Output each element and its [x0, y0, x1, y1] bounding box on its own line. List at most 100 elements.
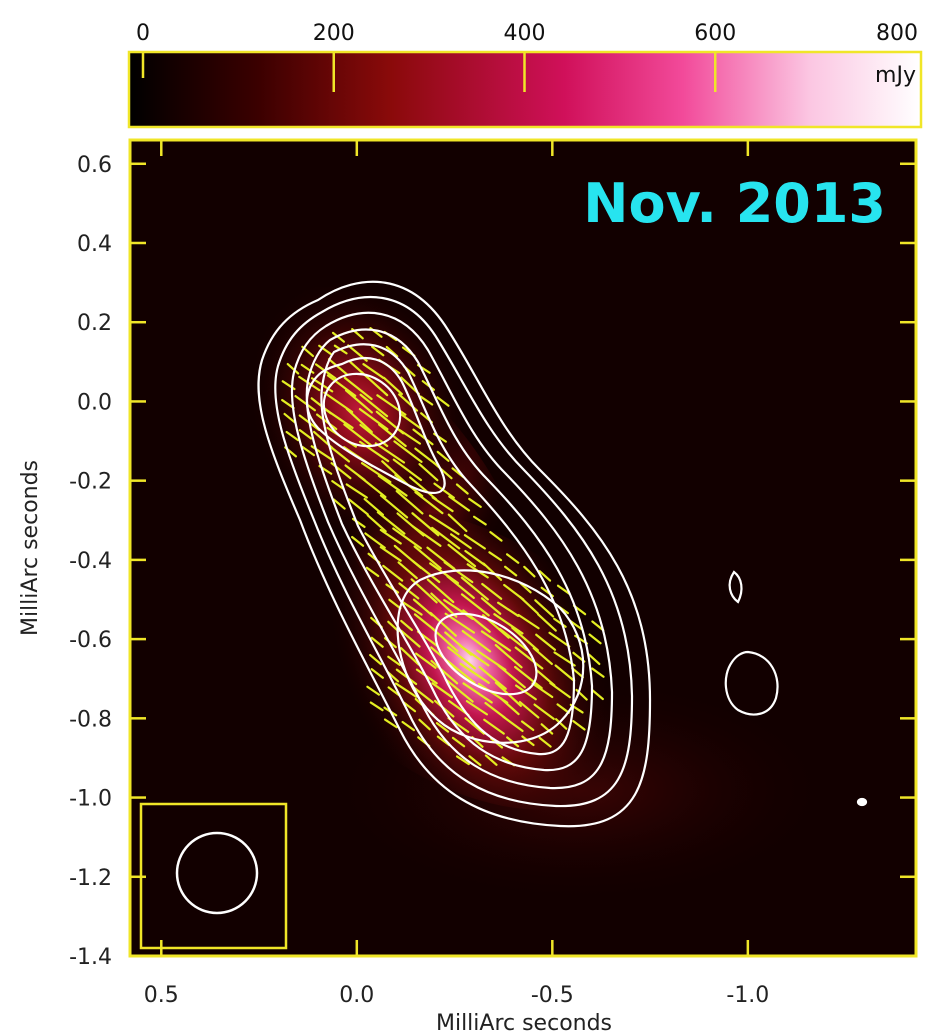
evpa-vector [363, 497, 384, 516]
evpa-vector [484, 701, 506, 719]
evpa-vector [431, 496, 454, 513]
evpa-vector [534, 599, 555, 618]
y-tick-label: 0.4 [77, 232, 112, 257]
evpa-vector [514, 646, 544, 670]
evpa-vector [431, 682, 454, 699]
evpa-vector [392, 527, 422, 550]
x-tick-label: -0.5 [531, 983, 574, 1008]
evpa-vector [397, 561, 418, 580]
contour-island-dot [856, 797, 868, 807]
evpa-vector [587, 653, 601, 666]
evpa-vector [399, 413, 422, 430]
evpa-vector [351, 535, 365, 547]
y-tick-label: -0.6 [69, 628, 112, 653]
evpa-vector [379, 528, 402, 545]
evpa-vector [464, 717, 486, 735]
evpa-vector [459, 644, 490, 667]
evpa-vector [426, 578, 455, 604]
evpa-vector [554, 718, 568, 730]
plot-frame [128, 138, 918, 958]
evpa-vector [394, 682, 418, 698]
evpa-vector [323, 407, 354, 429]
evpa-vector [411, 525, 442, 547]
contour-1 [257, 280, 652, 828]
colorbar-unit: mJy [875, 63, 916, 88]
evpa-vector [419, 395, 434, 406]
evpa-vector [481, 582, 503, 600]
colorbar-tick-label: 600 [694, 21, 736, 46]
evpa-vector [523, 565, 536, 578]
evpa-vector [385, 345, 399, 358]
evpa-vector [450, 533, 472, 550]
y-tick-label: -1.2 [69, 866, 112, 891]
evpa-vector [468, 755, 482, 767]
x-tick-label: -1.0 [726, 983, 769, 1008]
evpa-vector [347, 498, 369, 516]
contours [257, 280, 868, 828]
evpa-vector [554, 664, 576, 682]
evpa-vector [493, 613, 524, 635]
evpa-vector [444, 612, 476, 634]
evpa-vector [413, 545, 442, 570]
evpa-vector [445, 678, 474, 703]
evpa-vector [395, 490, 424, 515]
evpa-vector [432, 461, 453, 480]
evpa-vector [498, 627, 528, 651]
evpa-vector [429, 562, 460, 585]
evpa-vector [572, 720, 586, 731]
evpa-vector [415, 652, 437, 669]
evpa-vector [360, 462, 392, 484]
evpa-vector [468, 497, 482, 508]
evpa-vector [489, 531, 503, 542]
evpa-vector [343, 423, 373, 447]
evpa-vector [556, 584, 571, 595]
evpa-vector [286, 362, 300, 375]
y-tick-label: 0.0 [77, 390, 112, 415]
evpa-vector [413, 613, 435, 631]
evpa-vector [329, 445, 351, 463]
evpa-vector [484, 754, 498, 766]
y-tick-label: -0.2 [69, 470, 112, 495]
evpa-vector [331, 480, 345, 491]
evpa-vector [374, 442, 406, 464]
evpa-vector [497, 664, 526, 689]
evpa-vector [465, 700, 489, 716]
evpa-vector [362, 363, 385, 379]
y-tick-label: -0.4 [69, 549, 112, 574]
knot-component [287, 510, 653, 810]
evpa-vector [591, 620, 605, 632]
evpa-vector [430, 659, 459, 685]
evpa-vector [463, 534, 486, 550]
evpa-vector [533, 703, 555, 721]
evpa-vector [418, 463, 439, 482]
evpa-vector [478, 665, 507, 690]
evpa-vector [370, 668, 384, 679]
contour-6 [305, 356, 446, 494]
contour-2 [274, 295, 634, 808]
evpa-vector [409, 476, 438, 501]
evpa-vector [455, 483, 469, 495]
evpa-vector [412, 428, 434, 446]
evpa-vector [357, 474, 387, 499]
contour-3 [290, 311, 614, 790]
evpa-vector [400, 629, 421, 648]
evpa-vector [345, 407, 373, 434]
evpa-vector [366, 514, 387, 533]
evpa-vector [497, 601, 520, 618]
evpa-vector [514, 665, 543, 690]
colorbar-tick-label: 800 [876, 21, 918, 46]
evpa-vector [400, 647, 420, 666]
evpa-vector [483, 718, 505, 735]
evpa-vector [499, 697, 520, 716]
x-tick-labels: 0.5 0.0 -0.5 -1.0 [144, 983, 770, 1008]
x-tick-label: 0.5 [144, 983, 179, 1008]
evpa-vector [331, 331, 346, 343]
evpa-vector [400, 600, 423, 616]
evpa-vector [588, 633, 602, 645]
evpa-vector [379, 494, 409, 519]
evpa-vector [369, 701, 384, 712]
evpa-vector [359, 393, 389, 418]
y-tick-labels: 0.6 0.4 0.2 0.0 -0.2 -0.4 -0.6 -0.8 -1.0 -1.2 -1.4 [69, 153, 112, 970]
epoch-label: Nov. 2013 [583, 172, 886, 235]
evpa-vector [472, 515, 487, 526]
